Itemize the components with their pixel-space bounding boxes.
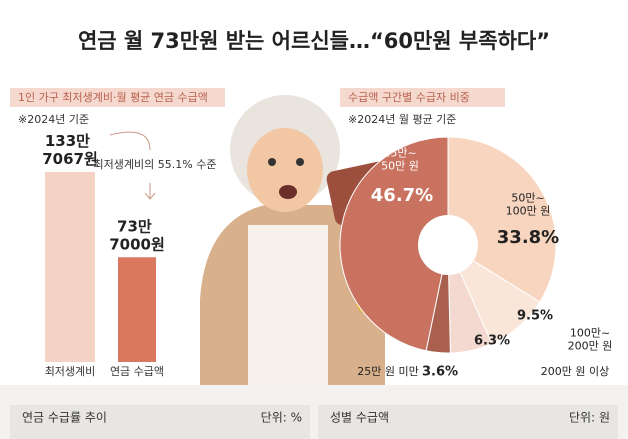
bottom-header bbox=[318, 405, 618, 439]
slice-label: 200만 원 이상 bbox=[541, 365, 609, 378]
arrow bbox=[144, 183, 156, 200]
x-label: 연금 수급액 bbox=[110, 365, 164, 378]
value-label: 73만 7000원 bbox=[109, 217, 165, 253]
x-label: 최저생계비 bbox=[45, 365, 96, 378]
annotation: 최저생계비의 55.1% 수준 bbox=[94, 158, 217, 171]
value-label: 33.8% bbox=[497, 227, 559, 248]
slice-label: 25만~ 50만 원 bbox=[381, 147, 419, 173]
value-label: 9.5% bbox=[517, 309, 553, 324]
bottom-title: 성별 수급액 bbox=[330, 411, 389, 425]
panel-header: 수급액 구간별 수급자 비중 bbox=[348, 91, 470, 104]
header-band bbox=[10, 88, 225, 107]
value-label: 6.3% bbox=[474, 334, 510, 349]
slice-label: 100만~ 200만 원 bbox=[568, 327, 613, 353]
bar bbox=[118, 257, 156, 362]
value-label: 133만 7067원 bbox=[42, 132, 98, 168]
panel-header: 1인 가구 최저생계비·월 평균 연금 수급액 bbox=[18, 91, 208, 104]
slice-label: 50만~ 100만 원 bbox=[506, 192, 551, 218]
donut-hole bbox=[418, 215, 478, 275]
arrow bbox=[109, 131, 151, 151]
pie-slice bbox=[447, 136, 557, 303]
value-label: 3.6% bbox=[422, 365, 458, 380]
bar bbox=[45, 172, 95, 362]
bottom-unit: 단위: 원 bbox=[569, 411, 610, 425]
note: ※2024년 기준 bbox=[18, 113, 89, 126]
bottom-header bbox=[10, 405, 310, 439]
bottom-unit: 단위: % bbox=[261, 411, 302, 425]
title: 연금 월 73만원 받는 어르신들…“60만원 부족하다” bbox=[78, 29, 550, 53]
note: ※2024년 월 평균 기준 bbox=[348, 113, 456, 126]
pie-slice bbox=[339, 136, 449, 352]
header-band bbox=[340, 88, 505, 107]
slice-label: 25만 원 미만 bbox=[357, 365, 418, 378]
value-label: 46.7% bbox=[371, 185, 433, 206]
bottom-title: 연금 수급률 추이 bbox=[22, 411, 107, 425]
